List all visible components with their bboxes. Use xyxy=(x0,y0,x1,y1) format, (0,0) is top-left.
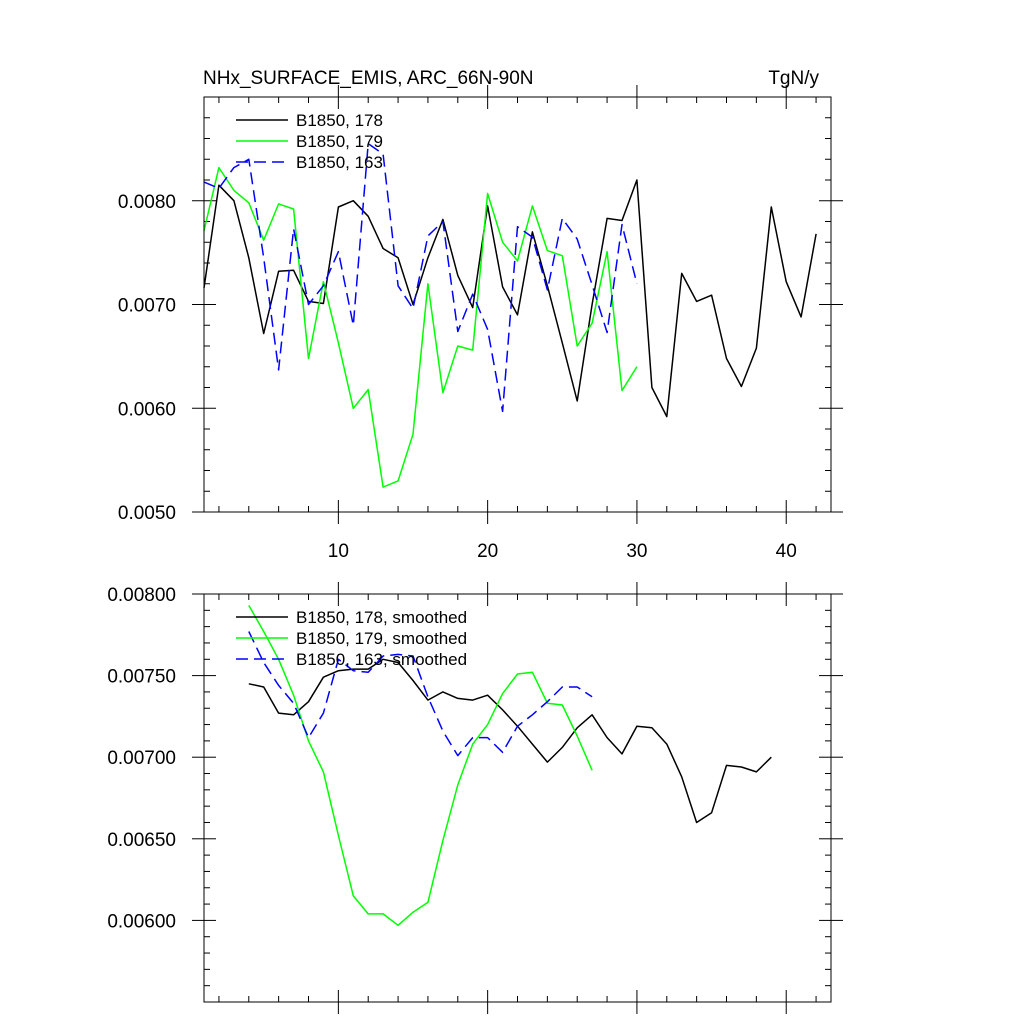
y-tick-label: 0.0070 xyxy=(118,296,176,317)
chart-panel-1: 10 20 30 40 0.0050 0.0060 0.0070 0.0080 B1850, 1… xyxy=(118,85,843,562)
series-line-3 xyxy=(248,631,593,757)
series-line-2 xyxy=(203,166,638,488)
y-tick-label: 0.00800 xyxy=(107,585,176,606)
plot-frame xyxy=(203,96,832,513)
x-tick-label: 40 xyxy=(776,541,797,562)
y-tick-label: 0.00750 xyxy=(107,667,176,688)
legend-label-1: B1850, 178 xyxy=(296,111,383,130)
legend-label-3: B1850, 163 xyxy=(296,153,383,172)
series-line-3 xyxy=(203,142,638,413)
chart-panel-2: 0.00600 0.00650 0.00700 0.00750 0.00800 B1850… xyxy=(107,582,843,1014)
y-tick-label: 0.0080 xyxy=(118,192,176,213)
y-tick-label: 0.0060 xyxy=(118,399,176,420)
y-tick-label: 0.00700 xyxy=(107,748,176,769)
legend-label-2: B1850, 179, smoothed xyxy=(296,629,467,648)
plot-frame xyxy=(203,593,832,1003)
y-tick-label: 0.00650 xyxy=(107,830,176,851)
legend-label-1: B1850, 178, smoothed xyxy=(296,608,467,627)
legend-label-2: B1850, 179 xyxy=(296,132,383,151)
header-variable-region: NHx_SURFACE_EMIS, ARC_66N-90N xyxy=(203,68,534,89)
series-line-1 xyxy=(248,658,772,824)
y-tick-label: 0.0050 xyxy=(118,503,176,524)
x-tick-label: 30 xyxy=(626,541,647,562)
x-tick-label: 20 xyxy=(477,541,498,562)
legend-label-3: B1850, 163, smoothed xyxy=(296,650,467,669)
series-line-1 xyxy=(203,179,817,418)
y-tick-label: 0.00600 xyxy=(107,911,176,932)
x-tick-label: 10 xyxy=(328,541,349,562)
header-units: TgN/y xyxy=(768,68,819,89)
